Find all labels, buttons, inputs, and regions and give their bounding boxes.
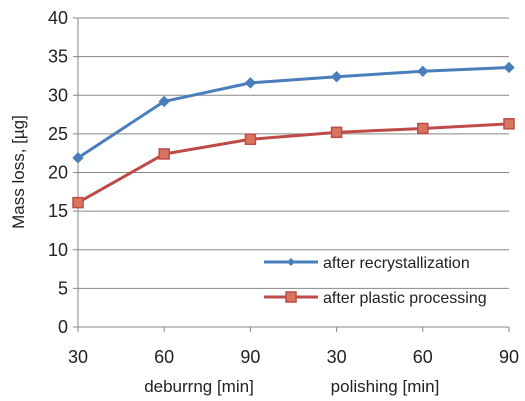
x-tick-label-3: 30 xyxy=(327,347,347,367)
y-tick-label-15: 15 xyxy=(48,201,68,221)
data-point-s0-0 xyxy=(72,152,84,164)
y-tick-label-40: 40 xyxy=(48,8,68,28)
data-point-s1-5 xyxy=(503,118,515,130)
legend-entry-plastic-processing: after plastic processing xyxy=(264,290,487,307)
x-group-label-polishing: polishing [min] xyxy=(331,377,440,396)
series-line-1 xyxy=(77,122,510,204)
data-point-s1-3 xyxy=(330,126,343,139)
data-point-s1-4 xyxy=(417,122,429,135)
legend-marker-recrystallization xyxy=(287,258,295,266)
series-lines xyxy=(72,61,515,209)
data-point-s0-4 xyxy=(417,65,429,78)
x-tick-label-0: 30 xyxy=(68,347,88,367)
y-tick-label-10: 10 xyxy=(48,240,68,260)
grid-lines xyxy=(78,17,509,289)
y-tick-label-35: 35 xyxy=(48,47,68,67)
y-tick-label-0: 0 xyxy=(58,317,68,337)
axes xyxy=(73,17,510,332)
data-point-s0-5 xyxy=(503,61,515,74)
y-tick-labels: 0 5 10 15 20 25 30 35 40 xyxy=(48,8,68,337)
data-point-s1-2 xyxy=(244,133,257,146)
legend-entry-recrystallization: after recrystallization xyxy=(264,255,470,272)
data-point-s1-0 xyxy=(72,196,84,209)
series-1 xyxy=(72,118,515,209)
x-tick-labels: 30 60 90 30 60 90 xyxy=(68,347,519,367)
data-point-s0-1 xyxy=(158,95,170,108)
y-tick-label-20: 20 xyxy=(48,163,68,183)
data-point-s0-3 xyxy=(330,71,343,83)
data-point-s1-1 xyxy=(158,148,170,160)
y-tick-label-25: 25 xyxy=(48,124,68,144)
legend-label-plastic-processing: after plastic processing xyxy=(323,290,487,307)
x-tick-label-2: 90 xyxy=(240,347,260,367)
x-tick-label-4: 60 xyxy=(413,347,433,367)
y-tick-label-30: 30 xyxy=(48,85,68,105)
series-0 xyxy=(72,61,515,164)
y-tick-label-5: 5 xyxy=(58,278,68,298)
x-tick-label-5: 90 xyxy=(499,347,519,367)
series-line-0 xyxy=(77,65,510,160)
x-tick-label-1: 60 xyxy=(154,347,174,367)
legend: after recrystallization after plastic pr… xyxy=(264,255,487,307)
legend-label-recrystallization: after recrystallization xyxy=(323,255,470,272)
x-group-label-deburring: deburrng [min] xyxy=(144,377,254,396)
data-point-s0-2 xyxy=(244,77,257,89)
legend-marker-plastic-processing xyxy=(285,291,297,303)
y-axis-title: Mass loss, [µg] xyxy=(9,115,28,229)
